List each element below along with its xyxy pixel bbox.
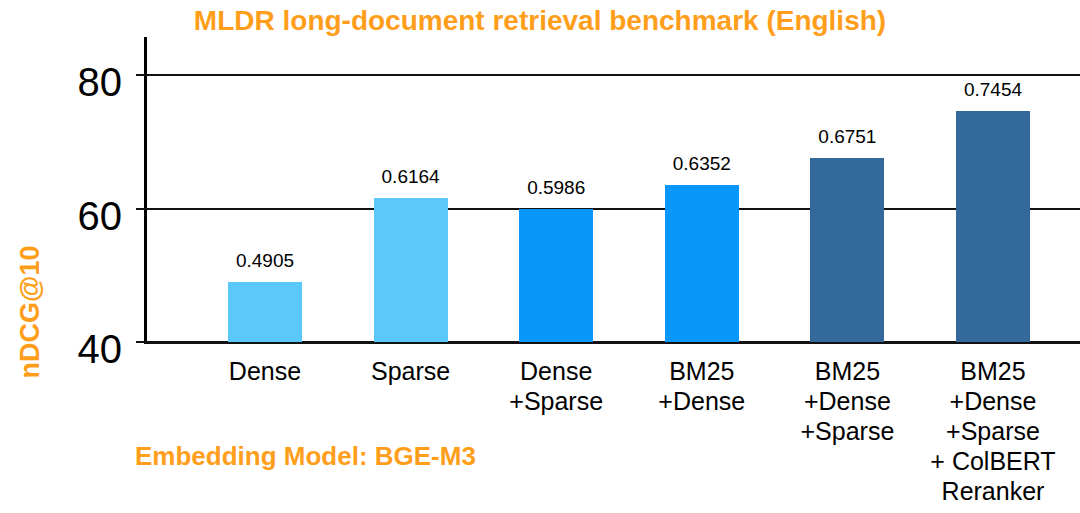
bar-chart: MLDR long-document retrieval benchmark (… [0, 0, 1080, 513]
x-category-label-bm25-dense: BM25 +Dense [622, 356, 782, 416]
y-tick-label-40: 40 [0, 324, 122, 374]
bar-value-label-dense-sparse: 0.5986 [496, 177, 616, 199]
bar-value-label-bm25-dense-sparse: 0.6751 [787, 126, 907, 148]
bar-bm25-dense [665, 185, 739, 342]
y-axis-line [144, 37, 147, 344]
bar-value-label-sparse: 0.6164 [351, 166, 471, 188]
embedding-model-note: Embedding Model: BGE-M3 [135, 441, 476, 472]
chart-title: MLDR long-document retrieval benchmark (… [0, 5, 1080, 37]
bar-dense-sparse [519, 209, 593, 342]
gridline-60 [145, 208, 1080, 210]
bar-bm25-dense-sparse [810, 158, 884, 342]
y-tick-mark-40 [136, 341, 145, 343]
x-category-label-dense: Dense [185, 356, 345, 386]
bar-value-label-bm25-dense: 0.6352 [642, 153, 762, 175]
bar-dense [228, 282, 302, 342]
x-category-label-sparse: Sparse [331, 356, 491, 386]
y-tick-mark-60 [136, 208, 145, 210]
y-tick-mark-80 [136, 74, 145, 76]
x-category-label-bm25-dense-sparse: BM25 +Dense +Sparse [767, 356, 927, 446]
bar-value-label-bm25-dense-sparse-colbert-reranker: 0.7454 [933, 79, 1053, 101]
x-category-label-bm25-dense-sparse-colbert-reranker: BM25 +Dense +Sparse + ColBERT Reranker [913, 356, 1073, 506]
gridline-80 [145, 74, 1080, 76]
x-category-label-dense-sparse: Dense +Sparse [476, 356, 636, 416]
y-tick-label-80: 80 [0, 57, 122, 107]
bar-sparse [374, 198, 448, 342]
bar-bm25-dense-sparse-colbert-reranker [956, 111, 1030, 342]
y-tick-label-60: 60 [0, 191, 122, 241]
bar-value-label-dense: 0.4905 [205, 250, 325, 272]
